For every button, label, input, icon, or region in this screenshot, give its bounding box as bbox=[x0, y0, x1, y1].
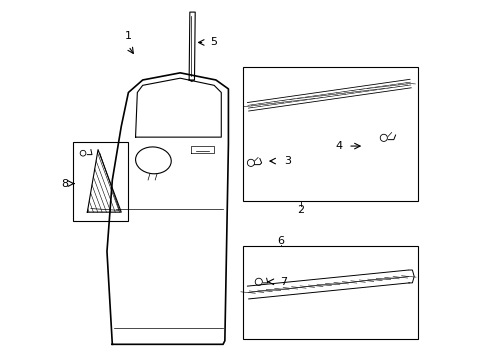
Text: 1: 1 bbox=[124, 31, 132, 41]
Text: 6: 6 bbox=[277, 236, 284, 246]
Text: 8: 8 bbox=[61, 179, 69, 189]
Bar bbox=[242, 67, 417, 202]
Text: 5: 5 bbox=[209, 37, 216, 48]
Bar bbox=[242, 246, 417, 339]
Text: 2: 2 bbox=[297, 205, 304, 215]
Bar bbox=[73, 143, 128, 221]
Text: 4: 4 bbox=[335, 141, 342, 151]
Text: 3: 3 bbox=[283, 156, 290, 166]
Text: 7: 7 bbox=[280, 277, 287, 287]
